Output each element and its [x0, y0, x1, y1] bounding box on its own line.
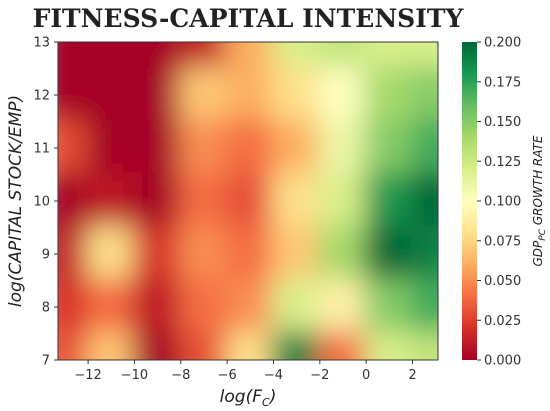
heatmap-cell [410, 225, 438, 283]
heatmap-cell [132, 331, 183, 360]
heatmap-cell [225, 225, 276, 283]
heatmap-cell [58, 119, 91, 177]
colorbar-tick-label: 0.050 [484, 274, 521, 289]
heatmap-cell [317, 66, 369, 124]
y-axis-ticks: 7 8 9 10 11 12 13 [33, 36, 58, 369]
heatmap-cell [58, 42, 91, 71]
heatmap-cell [58, 66, 91, 124]
heatmap-cell [364, 331, 415, 360]
x-tick-label: −10 [121, 368, 148, 383]
heatmap-cell [178, 119, 230, 177]
colorbar-tick-label: 0.150 [484, 115, 521, 130]
colorbar: 0.000 0.025 0.050 0.075 0.100 0.125 0.150 0.175… [462, 36, 548, 369]
heatmap-cell [271, 42, 322, 71]
heatmap-cell [364, 119, 415, 177]
y-tick-label: 10 [33, 195, 50, 210]
heatmap-cell [364, 278, 415, 336]
colorbar-label: GDPPC GROWTH RATE [531, 135, 548, 266]
y-tick-label: 11 [33, 142, 50, 157]
heatmap-cell [132, 66, 183, 124]
x-tick-label: −6 [218, 368, 237, 383]
y-tick-label: 7 [42, 354, 50, 369]
colorbar-tick-label: 0.075 [484, 234, 521, 249]
heatmap-cell [317, 331, 369, 360]
y-tick-label: 13 [33, 36, 50, 51]
heatmap-cell [86, 225, 137, 283]
colorbar-tick-label: 0.175 [484, 75, 521, 90]
y-tick-label: 9 [42, 248, 50, 263]
heatmap-cell [410, 66, 438, 124]
heatmap-cell [317, 278, 369, 336]
heatmap-cell [58, 172, 91, 230]
heatmap-cell [410, 278, 438, 336]
heatmap-cell [58, 278, 91, 336]
heatmap-cell [410, 42, 438, 71]
heatmap-cell [178, 278, 230, 336]
x-tick-label: 2 [408, 368, 416, 383]
heatmap-cell [58, 331, 91, 360]
heatmap-cell [225, 66, 276, 124]
heatmap-cell [317, 225, 369, 283]
heatmap-cell [225, 278, 276, 336]
colorbar-tick-label: 0.100 [484, 195, 521, 210]
heatmap-cell [132, 119, 183, 177]
heatmap-cell [86, 331, 137, 360]
heatmap-cell [178, 42, 230, 71]
y-tick-label: 12 [33, 89, 50, 104]
heatmap-cell [271, 278, 322, 336]
heatmap-cell [86, 278, 137, 336]
colorbar-tick-label: 0.025 [484, 314, 521, 329]
heatmap-cell [225, 42, 276, 71]
colorbar-tick-label: 0.200 [484, 36, 521, 51]
colorbar-gradient [462, 42, 477, 360]
x-axis-label: log(FC) [220, 387, 277, 409]
x-tick-label: −4 [264, 368, 283, 383]
heatmap-cell [364, 66, 415, 124]
heatmap-cell [317, 42, 369, 71]
x-tick-label: −8 [171, 368, 190, 383]
heatmap-cell [178, 66, 230, 124]
x-axis-ticks: −12 −10 −8 −6 −4 −2 0 2 [74, 360, 417, 383]
heatmap-cell [364, 172, 415, 230]
heatmap-cell [410, 119, 438, 177]
heatmap-cell [271, 331, 322, 360]
heatmap-cell [58, 225, 91, 283]
heatmap-cell [225, 172, 276, 230]
heatmap-cell [178, 172, 230, 230]
heatmap-cell [132, 225, 183, 283]
heatmap-cell [271, 119, 322, 177]
heatmap-cell [86, 66, 137, 124]
heatmap-cell [178, 225, 230, 283]
heatmap-cell [271, 66, 322, 124]
heatmap-cell [132, 42, 183, 71]
heatmap-cell [271, 172, 322, 230]
heatmap-cell [317, 172, 369, 230]
heatmap-cell [410, 331, 438, 360]
x-tick-label: −12 [74, 368, 101, 383]
heatmap-cell [86, 42, 137, 71]
colorbar-tick-label: 0.125 [484, 155, 521, 170]
heatmap-plot-area [58, 42, 438, 360]
heatmap-cell [225, 331, 276, 360]
heatmap-cell [271, 225, 322, 283]
heatmap-cell [132, 172, 183, 230]
chart-title: FITNESS-CAPITAL INTENSITY [33, 4, 465, 33]
x-tick-label: −2 [310, 368, 329, 383]
colorbar-ticks: 0.000 0.025 0.050 0.075 0.100 0.125 0.150 0.175… [477, 36, 521, 369]
heatmap-cell [317, 119, 369, 177]
heatmap-cell [225, 119, 276, 177]
heatmap-cell [86, 119, 137, 177]
y-tick-label: 8 [42, 301, 50, 316]
y-axis-label: log(CAPITAL STOCK/EMP) [6, 95, 26, 307]
heatmap-cell [178, 331, 230, 360]
heatmap-cell [86, 172, 137, 230]
x-tick-label: 0 [362, 368, 370, 383]
heatmap-cell [132, 278, 183, 336]
heatmap-cell [364, 225, 415, 283]
heatmap-cell [410, 172, 438, 230]
colorbar-tick-label: 0.000 [484, 354, 521, 369]
heatmap-cell [364, 42, 415, 71]
